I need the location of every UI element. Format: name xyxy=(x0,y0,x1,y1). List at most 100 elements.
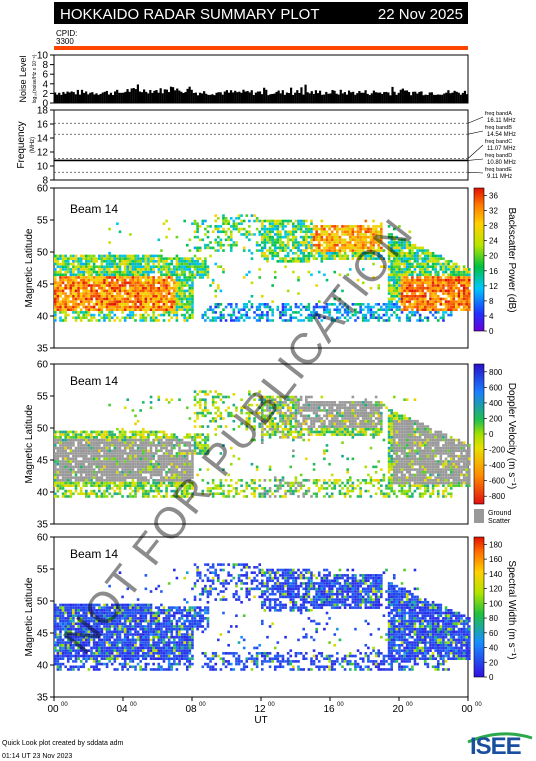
heatmap-cell xyxy=(204,449,207,453)
heatmap-cell xyxy=(232,495,236,498)
heatmap-cell xyxy=(380,249,383,252)
heatmap-cell xyxy=(144,489,148,493)
heatmap-cell xyxy=(149,276,153,279)
heatmap-cell xyxy=(204,390,207,393)
heatmap-cell xyxy=(281,311,285,314)
heatmap-cell xyxy=(170,484,174,488)
heatmap-cell xyxy=(292,449,295,453)
noise-bar xyxy=(267,95,270,103)
heatmap-cell xyxy=(123,270,127,274)
heatmap-cell xyxy=(286,484,290,488)
heatmap-cell xyxy=(87,444,91,447)
noise-bar xyxy=(236,92,239,103)
heatmap-cell xyxy=(79,492,83,496)
heatmap-cell xyxy=(258,395,262,399)
heatmap-cell xyxy=(157,449,161,453)
heatmap-cell xyxy=(90,297,93,301)
heatmap-cell xyxy=(167,470,171,474)
heatmap-cell xyxy=(173,460,176,463)
heatmap-cell xyxy=(367,246,370,250)
heatmap-cell xyxy=(188,473,192,477)
heatmap-cell xyxy=(108,465,111,469)
heatmap-cell xyxy=(447,278,450,282)
heatmap-cell xyxy=(217,487,220,490)
heatmap-cell xyxy=(315,238,318,242)
heatmap-cell xyxy=(354,303,357,306)
heatmap-cell xyxy=(411,249,414,252)
heatmap-cell xyxy=(85,489,88,493)
heatmap-cell xyxy=(162,462,166,466)
noise-bar xyxy=(337,94,340,103)
heatmap-cell xyxy=(185,484,189,488)
heatmap-cell xyxy=(304,243,308,247)
heatmap-cell xyxy=(198,436,202,439)
heatmap-cell xyxy=(343,243,347,247)
heatmap-cell xyxy=(113,273,117,277)
heatmap-cell xyxy=(263,257,267,260)
heatmap-cell xyxy=(387,286,391,290)
heatmap-cell xyxy=(294,403,298,407)
heatmap-cell xyxy=(108,433,111,436)
heatmap-cell xyxy=(424,303,427,306)
heatmap-cell xyxy=(442,297,445,301)
heatmap-cell xyxy=(418,268,422,271)
heatmap-cell xyxy=(185,441,189,444)
heatmap-cell xyxy=(369,313,373,317)
heatmap-cell xyxy=(121,284,124,287)
heatmap-cell xyxy=(87,303,91,306)
heatmap-cell xyxy=(276,235,280,239)
noise-bar xyxy=(383,92,386,103)
heatmap-cell xyxy=(139,297,142,301)
heatmap-cell xyxy=(77,289,80,293)
heatmap-cell xyxy=(183,270,186,274)
heatmap-cell xyxy=(59,436,62,439)
heatmap-cell xyxy=(126,398,130,401)
heatmap-cell xyxy=(95,484,98,488)
heatmap-cell xyxy=(56,446,60,450)
heatmap-cell xyxy=(263,489,267,493)
heatmap-cell xyxy=(356,243,360,247)
heatmap-cell xyxy=(180,268,184,271)
heatmap-cell xyxy=(64,294,67,298)
heatmap-cell xyxy=(424,294,427,298)
heatmap-cell xyxy=(429,305,432,309)
heatmap-cell xyxy=(273,241,277,244)
heatmap-cell xyxy=(323,305,326,309)
heatmap-cell xyxy=(54,452,57,455)
heatmap-cell xyxy=(198,401,202,404)
heatmap-cell xyxy=(294,219,298,223)
heatmap-cell xyxy=(147,430,150,434)
heatmap-cell xyxy=(424,305,427,309)
heatmap-cell xyxy=(108,454,111,458)
heatmap-cell xyxy=(191,289,194,293)
heatmap-cell xyxy=(336,225,339,228)
heatmap-cell xyxy=(286,489,290,493)
heatmap-cell xyxy=(129,473,132,477)
heatmap-cell xyxy=(206,270,210,274)
heatmap-cell xyxy=(90,481,93,485)
heatmap-cell xyxy=(219,492,223,496)
heatmap-cell xyxy=(141,433,145,436)
heatmap-cell xyxy=(413,313,417,317)
heatmap-cell xyxy=(196,257,199,260)
heatmap-cell xyxy=(178,454,181,458)
heatmap-cell xyxy=(258,422,262,426)
heatmap-cell xyxy=(276,222,280,225)
heatmap-cell xyxy=(90,294,93,298)
heatmap-cell xyxy=(328,251,331,255)
heatmap-cell xyxy=(108,262,111,266)
heatmap-cell xyxy=(139,444,142,447)
heatmap-cell xyxy=(113,470,117,474)
heatmap-cell xyxy=(395,270,399,274)
heatmap-cell xyxy=(317,251,321,255)
heatmap-cell xyxy=(136,489,140,493)
heatmap-cell xyxy=(317,238,321,242)
heatmap-cell xyxy=(380,235,383,239)
heatmap-cell xyxy=(369,316,373,320)
heatmap-cell xyxy=(178,300,181,303)
heatmap-cell xyxy=(387,292,391,295)
heatmap-cell xyxy=(134,433,137,436)
heatmap-cell xyxy=(266,249,269,252)
heatmap-cell xyxy=(154,479,158,482)
heatmap-cell xyxy=(118,462,122,466)
